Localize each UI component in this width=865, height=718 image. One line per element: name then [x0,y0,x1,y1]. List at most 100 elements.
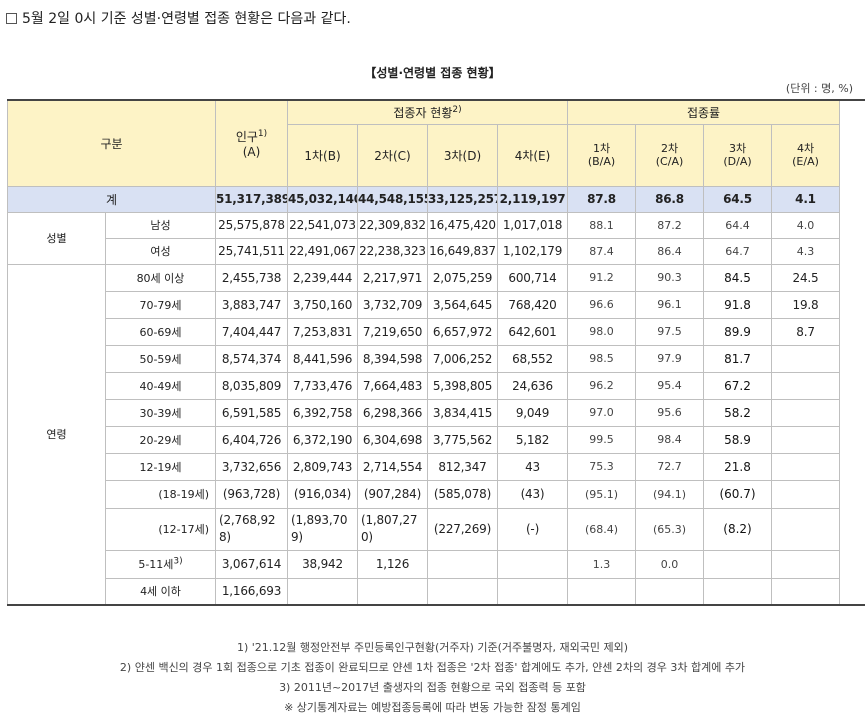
rate-cell [771,479,841,509]
sub-row-label: (12-17세) [105,507,216,551]
row-label: 40-49세 [105,371,216,400]
value-cell: 1,017,018 [496,211,569,239]
rate-cell: 64.5 [703,185,773,213]
row-label: 20-29세 [105,425,216,454]
value-cell [496,549,569,579]
rate-cell: 98.5 [567,344,637,373]
rate-cell: 86.8 [635,185,705,213]
value-cell: 8,394,598 [357,344,428,373]
spacer-cell [839,100,865,186]
spacer-cell [839,426,865,453]
row-label: 70-79세 [105,290,216,319]
value-cell: (585,078) [427,479,498,509]
rate-cell: 87.4 [567,237,637,265]
rate-cell: 84.5 [703,263,773,292]
value-cell [427,549,498,579]
rate-cell: 0.0 [635,549,705,579]
group-label-age: 연령 [7,263,106,606]
value-cell: 44,548,155 [357,185,428,213]
header-dose-3: 3차(D) [427,123,498,187]
row-label: 남성 [105,211,216,239]
rate-cell: (65.3) [635,507,705,551]
value-cell: 3,750,160 [287,290,358,319]
row-label: 여성 [105,237,216,265]
rate-cell: (95.1) [567,479,637,509]
value-cell: (907,284) [357,479,428,509]
rate-cell: 86.4 [635,237,705,265]
rate-cell [771,452,841,481]
row-label: 5-11세3) [105,549,216,579]
value-cell: 3,883,747 [215,290,288,319]
value-cell: 1,102,179 [496,237,569,265]
value-cell: (1,893,709) [287,507,358,551]
value-cell: 642,601 [496,317,569,346]
checkbox-icon [6,12,17,24]
row-label: 80세 이상 [105,263,216,292]
unit-label: (단위 : 명, %) [785,82,853,95]
rate-cell: 95.4 [635,371,705,400]
header-vaccinated-group: 접종자 현황2) [286,99,569,125]
rate-cell: 97.5 [635,317,705,346]
value-cell: 1,166,693 [215,577,288,606]
rate-cell [703,577,773,606]
rate-cell: 96.1 [635,290,705,319]
value-cell [287,577,358,606]
rate-cell: 97.9 [635,344,705,373]
rate-cell: 87.2 [635,211,705,239]
rate-cell: (60.7) [703,479,773,509]
value-cell: 6,392,758 [287,398,358,427]
row-label: 30-39세 [105,398,216,427]
value-cell: 2,239,444 [287,263,358,292]
header-rate-group: 접종률 [567,99,841,125]
table-row: 12-19세 3,732,656 2,809,743 2,714,554 812,347… [8,452,865,481]
value-cell: 16,649,837 [427,237,498,265]
rate-cell [771,398,841,427]
value-cell: 51,317,389 [215,185,288,213]
value-cell: 2,714,554 [357,452,428,481]
rate-cell: (8.2) [703,507,773,551]
header-row-2: 1차(B) 2차(C) 3차(D) 4차(E) 1차 (B/A) 2차 (C/A) … [7,123,865,187]
total-label: 계 [7,185,216,213]
value-cell: 8,035,809 [215,371,288,400]
value-cell: 22,238,323 [357,237,428,265]
value-cell: (43) [496,479,569,509]
footnote-1: 1) '21.12월 행정안전부 주민등록인구현황(거주자) 기준(거주불명자,… [236,641,629,654]
rate-cell: 91.8 [703,290,773,319]
value-cell: 33,125,257 [427,185,498,213]
rate-cell: 4.0 [771,211,841,239]
rate-cell: 98.0 [567,317,637,346]
table-title: 【성별·연령별 접종 현황】 [364,66,501,80]
rate-cell: 72.7 [635,452,705,481]
row-label: 50-59세 [105,344,216,373]
value-cell: 25,741,511 [215,237,288,265]
rate-cell: 96.6 [567,290,637,319]
value-cell: 2,119,197 [496,185,569,213]
table-row: 60-69세 7,404,447 7,253,831 7,219,650 6,657,9… [8,317,865,346]
value-cell: 5,182 [496,425,569,454]
spacer-cell [839,186,865,212]
value-cell: 3,732,709 [357,290,428,319]
value-cell: 68,552 [496,344,569,373]
rate-cell: 8.7 [771,317,841,346]
spacer-cell [839,345,865,372]
header-population: 인구1) (A) [215,99,288,187]
value-cell: 5,398,805 [427,371,498,400]
rate-cell: 58.9 [703,425,773,454]
sub-table-row: (18-19세) (963,728) (916,034) (907,284) (585,… [8,479,865,509]
value-cell: 2,217,971 [357,263,428,292]
value-cell: 24,636 [496,371,569,400]
row-label: 4세 이하 [105,577,216,606]
sub-row-label: (18-19세) [105,479,216,509]
vaccination-table: 구분 인구1) (A) 접종자 현황2) 접종률 1차(B) 2차(C) 3차(… [7,99,865,606]
rate-cell: 91.2 [567,263,637,292]
rate-cell: 98.4 [635,425,705,454]
value-cell: (-) [496,507,569,551]
rate-cell [635,577,705,606]
rate-cell: 89.9 [703,317,773,346]
value-cell: 7,006,252 [427,344,498,373]
value-cell: 768,420 [496,290,569,319]
value-cell: 16,475,420 [427,211,498,239]
value-cell: 1,126 [357,549,428,579]
value-cell: 45,032,140 [287,185,358,213]
rate-cell: 88.1 [567,211,637,239]
